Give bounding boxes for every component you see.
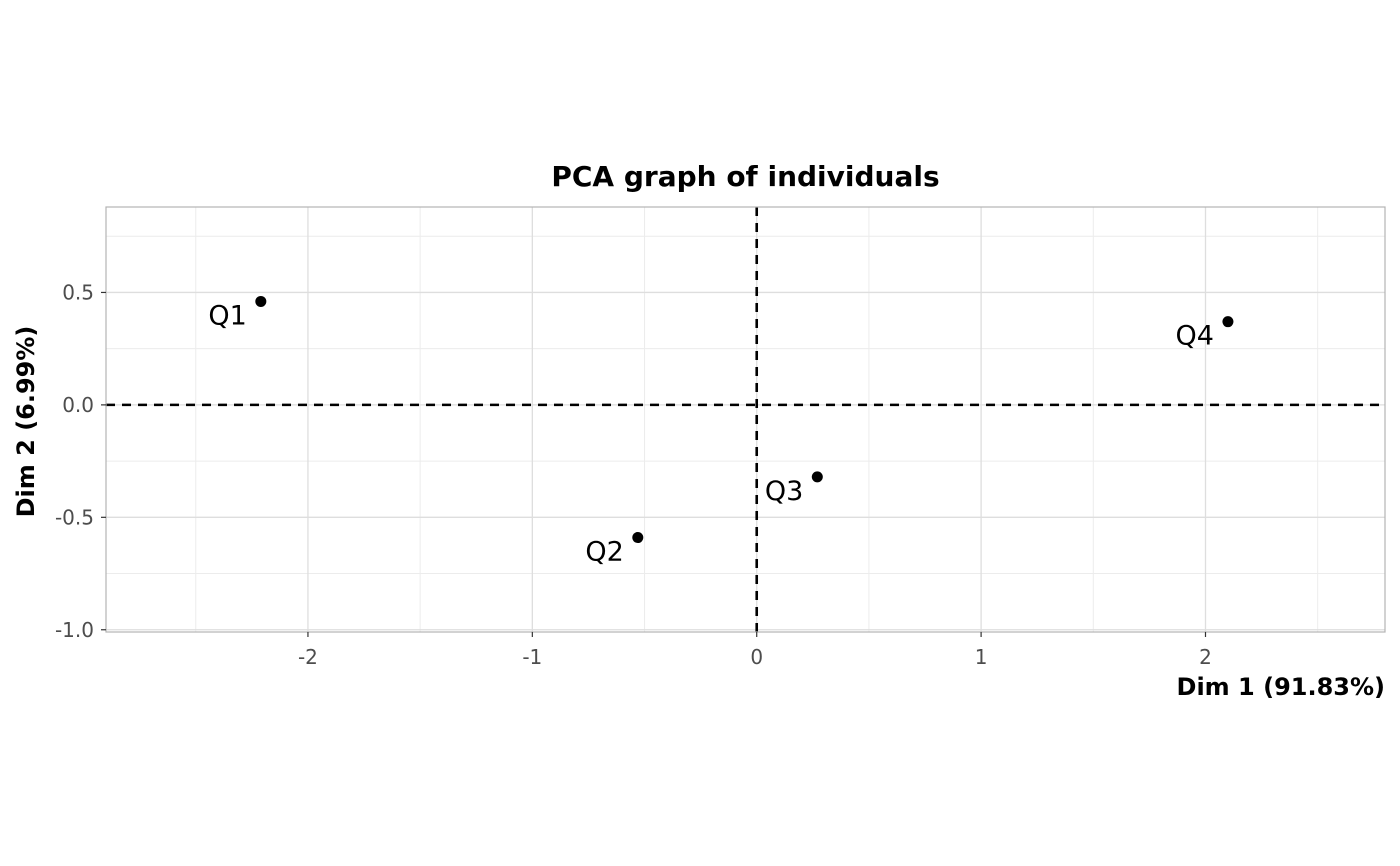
point-labels: Q1 Q2 Q3 Q4 bbox=[208, 300, 1214, 567]
point-label-q2: Q2 bbox=[585, 537, 623, 568]
data-point-q1 bbox=[255, 295, 267, 307]
x-tick-label: -2 bbox=[298, 645, 318, 669]
point-label-q1: Q1 bbox=[208, 300, 246, 331]
y-axis-ticks: 0.5 0.0 -0.5 -1.0 bbox=[55, 280, 106, 642]
x-axis-ticks: -2 -1 0 1 2 bbox=[298, 632, 1212, 669]
y-tick-label: 0.5 bbox=[62, 280, 94, 304]
data-point-q4 bbox=[1222, 316, 1234, 328]
chart-title: PCA graph of individuals bbox=[551, 160, 939, 193]
x-tick-label: 1 bbox=[975, 645, 988, 669]
x-tick-label: -1 bbox=[522, 645, 542, 669]
data-points bbox=[255, 295, 1234, 544]
reference-lines bbox=[106, 207, 1385, 632]
y-tick-label: -0.5 bbox=[55, 505, 94, 529]
panel-border bbox=[105, 206, 1386, 633]
x-tick-label: 0 bbox=[750, 645, 763, 669]
y-tick-label: -1.0 bbox=[55, 618, 94, 642]
point-label-q3: Q3 bbox=[765, 476, 803, 507]
data-point-q3 bbox=[811, 471, 823, 483]
point-label-q4: Q4 bbox=[1175, 321, 1213, 352]
x-tick-label: 2 bbox=[1199, 645, 1212, 669]
y-axis-title: Dim 2 (6.99%) bbox=[12, 326, 40, 518]
data-point-q2 bbox=[632, 532, 644, 544]
x-axis-title: Dim 1 (91.83%) bbox=[1177, 673, 1385, 701]
y-tick-label: 0.0 bbox=[62, 393, 94, 417]
